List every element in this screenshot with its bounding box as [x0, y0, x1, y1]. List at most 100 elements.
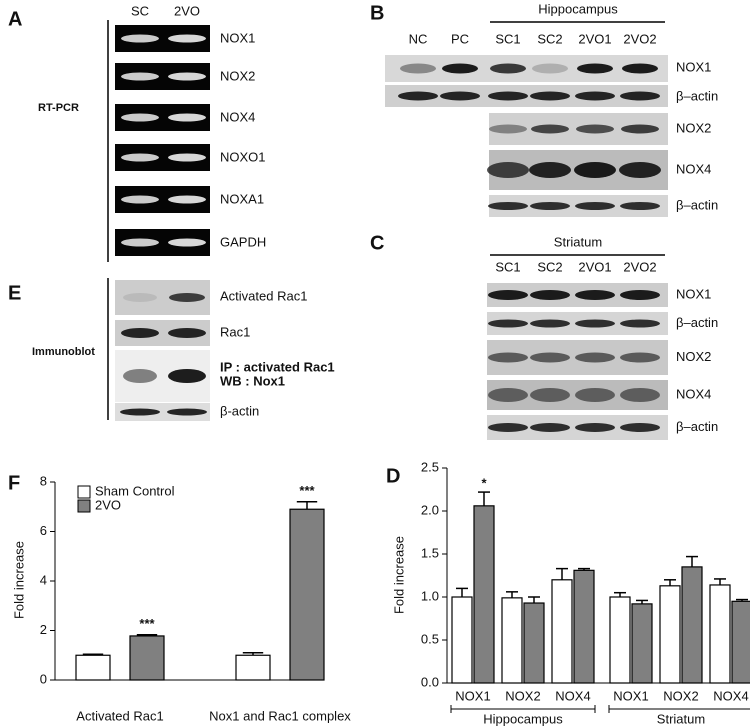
significance-mark: *** — [299, 483, 315, 498]
legend-label: Sham Control — [95, 483, 175, 498]
x-tick-label: NOX4 — [713, 688, 748, 703]
lane-label: SC1 — [495, 31, 520, 46]
bar — [235, 654, 271, 681]
significance-mark: *** — [139, 616, 155, 631]
y-tick-label: 2.0 — [421, 502, 439, 517]
bar — [681, 566, 703, 684]
y-tick-label: 1.0 — [421, 588, 439, 603]
gel-strip — [385, 55, 668, 82]
panel-letter: B — [370, 2, 384, 24]
gel-band — [620, 423, 660, 432]
panel-letter: A — [8, 8, 22, 30]
row-label: β–actin — [676, 197, 718, 212]
row-label: β-actin — [220, 403, 259, 418]
gel-band — [488, 91, 528, 101]
panel-letter: D — [386, 465, 400, 487]
row-label: NOX4 — [676, 386, 711, 401]
bar — [631, 603, 653, 684]
x-tick-label: NOX1 — [455, 688, 490, 703]
gel-band — [121, 113, 159, 122]
y-tick-label: 4 — [40, 572, 47, 587]
gel-band — [488, 352, 528, 363]
y-tick-label: 0 — [40, 671, 47, 686]
gel-band — [575, 202, 615, 210]
row-label: IP : activated Rac1 — [220, 359, 335, 374]
lane-label: PC — [451, 31, 469, 46]
lane-label: NC — [409, 31, 428, 46]
gel-band — [398, 91, 438, 101]
lane-label: 2VO1 — [578, 31, 611, 46]
gel-band — [123, 369, 157, 383]
bar — [731, 600, 750, 684]
gel-band — [620, 388, 660, 402]
gel-band — [488, 388, 528, 402]
row-label: NOX1 — [676, 59, 711, 74]
gel-band — [121, 34, 159, 43]
gel-band — [168, 153, 206, 162]
bar — [609, 596, 631, 684]
x-tick-label: Activated Rac1 — [76, 708, 163, 723]
method-label: RT-PCR — [38, 102, 79, 114]
gel-band — [576, 124, 614, 134]
bar — [129, 635, 165, 681]
gel-band — [121, 328, 159, 338]
gel-band — [168, 195, 206, 204]
lane-label: 2VO2 — [623, 259, 656, 274]
row-label: NOXO1 — [220, 149, 266, 164]
gel-band — [622, 63, 658, 74]
bar — [473, 505, 495, 684]
gel-band — [487, 162, 529, 178]
gel-band — [121, 238, 159, 247]
gel-band — [530, 423, 570, 432]
gel-band — [488, 319, 528, 328]
gel-strip — [115, 403, 210, 421]
bar — [551, 579, 573, 684]
significance-mark: * — [481, 476, 487, 491]
y-tick-label: 2.5 — [421, 459, 439, 474]
legend-swatch — [77, 485, 91, 499]
gel-band — [530, 202, 570, 210]
gel-band — [532, 63, 568, 74]
gel-band — [168, 328, 206, 338]
gel-band — [530, 388, 570, 402]
y-axis-label: Fold increase — [11, 541, 26, 619]
lane-label: SC2 — [537, 31, 562, 46]
bar — [709, 584, 731, 684]
gel-band — [120, 408, 160, 416]
row-label: Activated Rac1 — [220, 288, 307, 303]
gel-band — [575, 423, 615, 432]
gel-band — [488, 202, 528, 210]
panel-letter: C — [370, 232, 384, 254]
row-label: NOX2 — [676, 120, 711, 135]
y-tick-label: 0.5 — [421, 631, 439, 646]
gel-band — [400, 63, 436, 74]
gel-band — [442, 63, 478, 74]
y-axis-label: Fold increase — [391, 536, 406, 614]
gel-band — [575, 319, 615, 328]
lane-label: SC — [131, 3, 149, 18]
row-label: NOX2 — [676, 349, 711, 364]
gel-band — [620, 352, 660, 363]
gel-band — [620, 91, 660, 101]
gel-band — [529, 162, 571, 178]
x-tick-label: NOX1 — [613, 688, 648, 703]
gel-band — [488, 423, 528, 432]
gel-band — [489, 124, 527, 134]
gel-band — [168, 72, 206, 81]
gel-band — [575, 91, 615, 101]
y-tick-label: 2 — [40, 622, 47, 637]
gel-band — [531, 124, 569, 134]
method-label: Immunoblot — [32, 346, 95, 358]
gel-band — [121, 195, 159, 204]
gel-band — [619, 162, 661, 178]
legend-label: 2VO — [95, 497, 121, 512]
gel-band — [575, 388, 615, 402]
bar — [659, 585, 681, 684]
y-tick-label: 1.5 — [421, 545, 439, 560]
row-label: NOX4 — [220, 109, 255, 124]
row-label: β–actin — [676, 419, 718, 434]
row-label: NOX4 — [676, 161, 711, 176]
legend-swatch — [77, 499, 91, 513]
region-label: Hippocampus — [538, 1, 618, 16]
